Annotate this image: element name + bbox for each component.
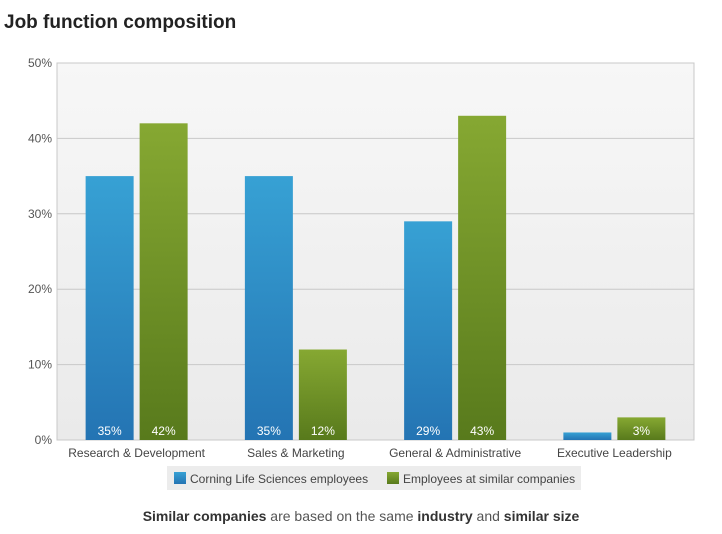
bar-value-label: 35% xyxy=(98,424,122,438)
y-tick-label: 10% xyxy=(28,358,52,372)
bar xyxy=(244,176,293,440)
bar xyxy=(85,176,134,440)
y-tick-label: 50% xyxy=(28,56,52,70)
footnote-industry: industry xyxy=(417,508,473,524)
x-axis: Research & Development Sales & Marketing G… xyxy=(68,446,672,460)
x-tick-label: General & Administrative xyxy=(389,446,521,460)
legend-label-series-2: Employees at similar companies xyxy=(403,472,575,486)
bar-value-label: 3% xyxy=(633,424,651,438)
bar-value-label: 29% xyxy=(416,424,440,438)
footnote: Similar companies are based on the same … xyxy=(0,508,722,524)
legend: Corning Life Sciences employees Employee… xyxy=(167,466,581,490)
footnote-similar-size: similar size xyxy=(503,508,580,524)
footnote-similar-companies: Similar companies xyxy=(142,508,267,524)
bar-value-label: 42% xyxy=(152,424,176,438)
y-tick-label: 30% xyxy=(28,207,52,221)
x-tick-label: Sales & Marketing xyxy=(247,446,344,460)
bar xyxy=(563,432,612,440)
x-tick-label: Research & Development xyxy=(68,446,205,460)
bar-value-label: 43% xyxy=(470,424,494,438)
bar xyxy=(617,417,666,440)
y-tick-label: 20% xyxy=(28,282,52,296)
footnote-text-1: are based on the same xyxy=(266,508,418,524)
bar xyxy=(458,115,507,440)
footnote-text-2: and xyxy=(472,508,504,524)
bar-value-label: 12% xyxy=(311,424,335,438)
y-tick-label: 40% xyxy=(28,131,52,145)
bar xyxy=(298,349,347,440)
bar xyxy=(139,123,188,440)
y-axis: 0% 10% 20% 30% 40% 50% xyxy=(28,56,52,447)
bar-value-label: 35% xyxy=(257,424,281,438)
legend-background xyxy=(167,466,581,490)
legend-swatch-green xyxy=(387,472,399,484)
x-tick-label: Executive Leadership xyxy=(557,446,672,460)
bars: 35% 42% 35% 12% 29% 43% 3% xyxy=(85,115,666,440)
legend-label-series-1: Corning Life Sciences employees xyxy=(190,472,368,486)
bar xyxy=(404,221,453,440)
chart-title: Job function composition xyxy=(4,12,237,33)
y-tick-label: 0% xyxy=(35,433,53,447)
legend-swatch-blue xyxy=(174,472,186,484)
